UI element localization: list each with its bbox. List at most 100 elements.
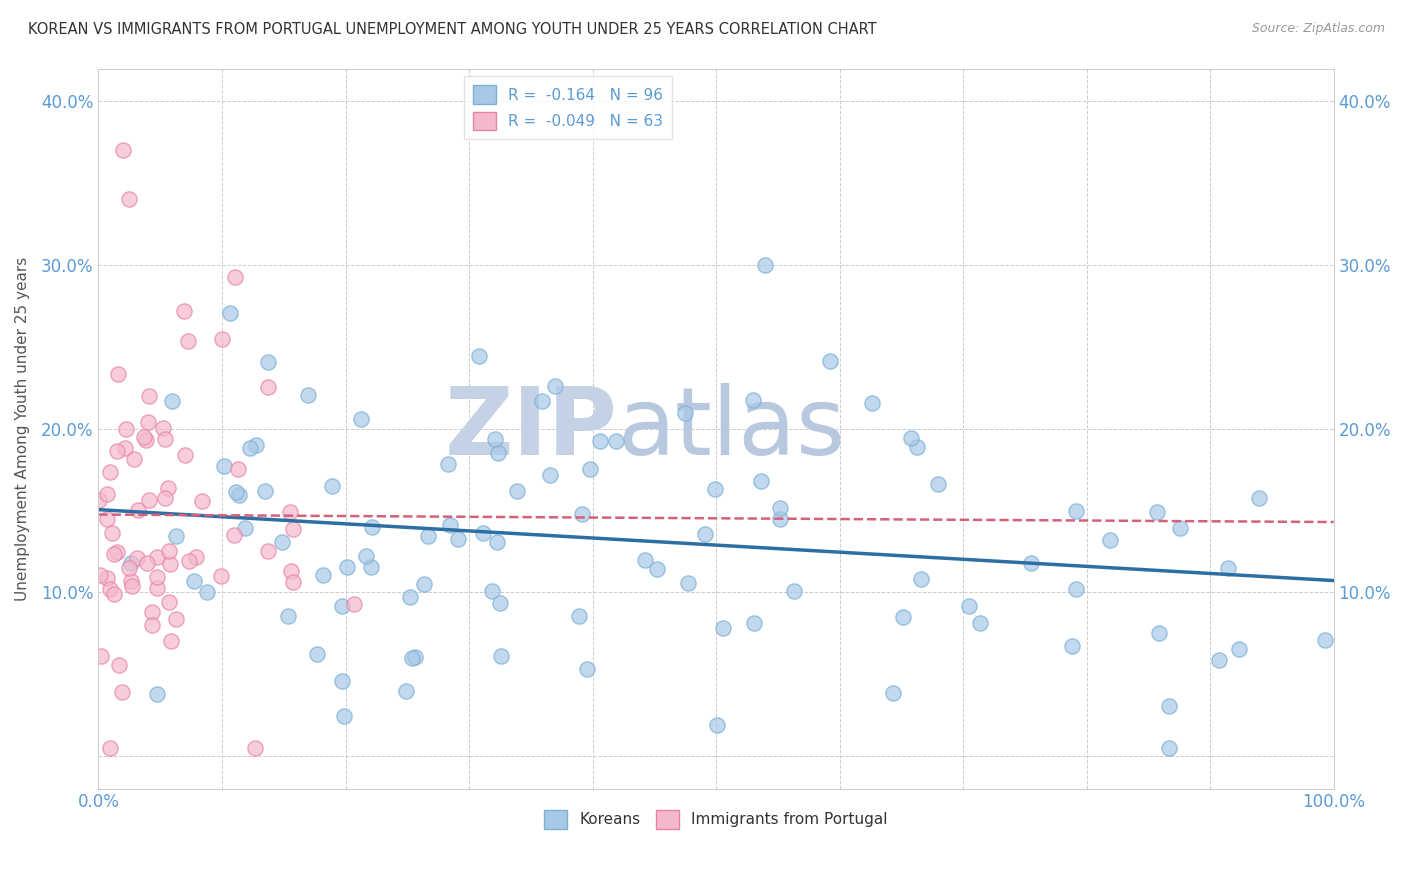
- Point: [245, 438, 267, 452]
- Point: [634, 553, 657, 567]
- Point: [160, 634, 183, 648]
- Point: [927, 476, 949, 491]
- Point: [138, 493, 160, 508]
- Point: [157, 595, 180, 609]
- Point: [211, 332, 233, 346]
- Point: [226, 462, 249, 476]
- Point: [437, 458, 460, 472]
- Point: [134, 430, 156, 444]
- Point: [395, 684, 418, 698]
- Point: [127, 502, 149, 516]
- Point: [96, 487, 118, 501]
- Point: [162, 394, 184, 409]
- Point: [531, 394, 554, 409]
- Point: [439, 518, 461, 533]
- Point: [704, 482, 727, 496]
- Point: [1227, 641, 1250, 656]
- Point: [905, 441, 928, 455]
- Point: [312, 568, 335, 582]
- Point: [297, 388, 319, 402]
- Point: [89, 492, 111, 507]
- Point: [138, 389, 160, 403]
- Point: [401, 651, 423, 665]
- Point: [135, 556, 157, 570]
- Point: [356, 549, 378, 564]
- Point: [145, 550, 167, 565]
- Point: [576, 661, 599, 675]
- Point: [159, 558, 181, 572]
- Point: [486, 446, 509, 460]
- Point: [190, 494, 212, 508]
- Point: [882, 686, 904, 700]
- Point: [605, 434, 627, 448]
- Point: [184, 549, 207, 564]
- Point: [219, 306, 242, 320]
- Point: [447, 533, 470, 547]
- Point: [673, 406, 696, 420]
- Point: [224, 270, 246, 285]
- Point: [676, 575, 699, 590]
- Text: ZIP: ZIP: [444, 383, 617, 475]
- Text: atlas: atlas: [617, 383, 845, 475]
- Point: [98, 740, 121, 755]
- Point: [1064, 582, 1087, 596]
- Point: [173, 303, 195, 318]
- Point: [1098, 533, 1121, 547]
- Point: [818, 353, 841, 368]
- Text: Source: ZipAtlas.com: Source: ZipAtlas.com: [1251, 22, 1385, 36]
- Point: [271, 534, 294, 549]
- Point: [114, 442, 136, 456]
- Point: [195, 585, 218, 599]
- Point: [1247, 491, 1270, 506]
- Point: [1216, 561, 1239, 575]
- Point: [1313, 632, 1336, 647]
- Point: [1066, 504, 1088, 518]
- Point: [228, 488, 250, 502]
- Point: [256, 544, 278, 558]
- Point: [957, 599, 980, 614]
- Point: [749, 475, 772, 489]
- Point: [103, 547, 125, 561]
- Point: [111, 685, 134, 699]
- Point: [239, 441, 262, 455]
- Point: [336, 559, 359, 574]
- Point: [101, 525, 124, 540]
- Point: [1019, 556, 1042, 570]
- Point: [484, 432, 506, 446]
- Point: [404, 649, 426, 664]
- Point: [209, 568, 232, 582]
- Point: [489, 596, 512, 610]
- Point: [491, 648, 513, 663]
- Point: [783, 583, 806, 598]
- Point: [506, 483, 529, 498]
- Point: [256, 380, 278, 394]
- Point: [647, 562, 669, 576]
- Point: [706, 718, 728, 732]
- Point: [280, 564, 302, 578]
- Point: [741, 393, 763, 408]
- Point: [145, 686, 167, 700]
- Point: [538, 467, 561, 482]
- Point: [333, 709, 356, 723]
- Point: [1060, 639, 1083, 653]
- Point: [589, 434, 612, 448]
- Point: [468, 349, 491, 363]
- Point: [900, 431, 922, 445]
- Point: [135, 433, 157, 447]
- Point: [173, 448, 195, 462]
- Point: [281, 575, 304, 590]
- Point: [742, 615, 765, 630]
- Point: [183, 574, 205, 589]
- Point: [107, 367, 129, 381]
- Point: [1147, 625, 1170, 640]
- Point: [481, 584, 503, 599]
- Point: [243, 740, 266, 755]
- Point: [910, 572, 932, 586]
- Point: [416, 529, 439, 543]
- Point: [711, 621, 734, 635]
- Point: [107, 657, 129, 672]
- Point: [98, 465, 121, 479]
- Point: [860, 396, 883, 410]
- Point: [120, 574, 142, 588]
- Point: [568, 609, 591, 624]
